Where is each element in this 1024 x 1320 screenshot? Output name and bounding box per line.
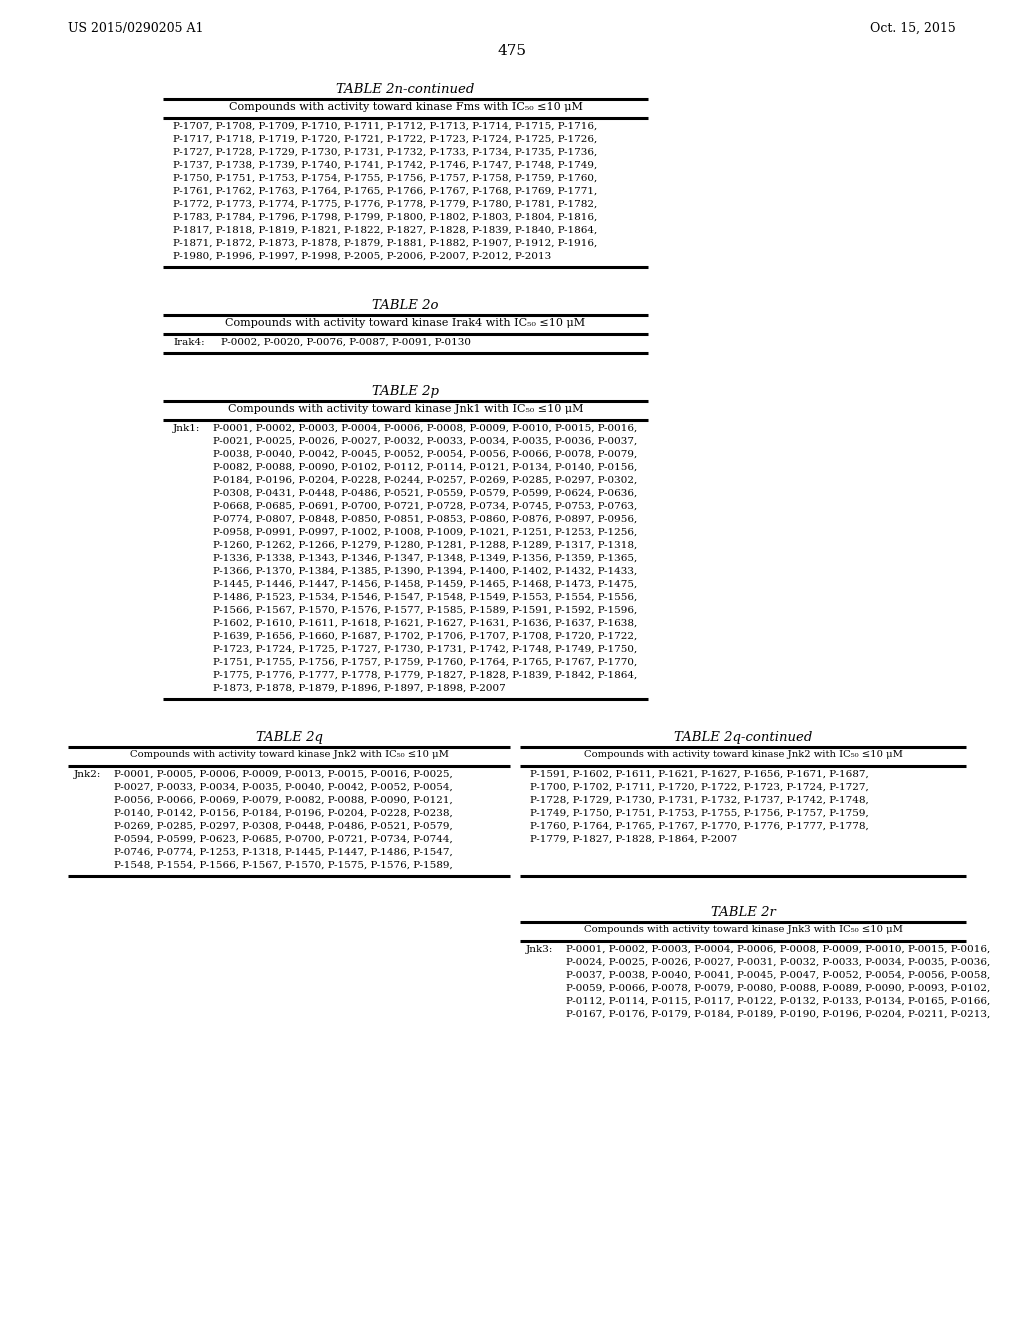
Text: Jnk3:: Jnk3: [526,945,553,954]
Text: P-1737, P-1738, P-1739, P-1740, P-1741, P-1742, P-1746, P-1747, P-1748, P-1749,: P-1737, P-1738, P-1739, P-1740, P-1741, … [173,161,597,170]
Text: P-0140, P-0142, P-0156, P-0184, P-0196, P-0204, P-0228, P-0238,: P-0140, P-0142, P-0156, P-0184, P-0196, … [114,809,453,818]
Text: P-0774, P-0807, P-0848, P-0850, P-0851, P-0853, P-0860, P-0876, P-0897, P-0956,: P-0774, P-0807, P-0848, P-0850, P-0851, … [213,515,637,524]
Text: P-0027, P-0033, P-0034, P-0035, P-0040, P-0042, P-0052, P-0054,: P-0027, P-0033, P-0034, P-0035, P-0040, … [114,783,453,792]
Text: P-1445, P-1446, P-1447, P-1456, P-1458, P-1459, P-1465, P-1468, P-1473, P-1475,: P-1445, P-1446, P-1447, P-1456, P-1458, … [213,579,637,589]
Text: Oct. 15, 2015: Oct. 15, 2015 [870,22,956,36]
Text: TABLE 2p: TABLE 2p [372,385,439,399]
Text: 475: 475 [498,44,526,58]
Text: TABLE 2n-continued: TABLE 2n-continued [336,83,475,96]
Text: Compounds with activity toward kinase Jnk3 with IC₅₀ ≤10 μM: Compounds with activity toward kinase Jn… [584,925,902,935]
Text: P-0056, P-0066, P-0069, P-0079, P-0082, P-0088, P-0090, P-0121,: P-0056, P-0066, P-0069, P-0079, P-0082, … [114,796,453,805]
Text: P-0746, P-0774, P-1253, P-1318, P-1445, P-1447, P-1486, P-1547,: P-0746, P-0774, P-1253, P-1318, P-1445, … [114,847,453,857]
Text: P-0082, P-0088, P-0090, P-0102, P-0112, P-0114, P-0121, P-0134, P-0140, P-0156,: P-0082, P-0088, P-0090, P-0102, P-0112, … [213,463,637,473]
Text: P-0001, P-0002, P-0003, P-0004, P-0006, P-0008, P-0009, P-0010, P-0015, P-0016,: P-0001, P-0002, P-0003, P-0004, P-0006, … [213,424,637,433]
Text: P-1566, P-1567, P-1570, P-1576, P-1577, P-1585, P-1589, P-1591, P-1592, P-1596,: P-1566, P-1567, P-1570, P-1576, P-1577, … [213,606,637,615]
Text: Irak4:: Irak4: [173,338,205,347]
Text: P-1871, P-1872, P-1873, P-1878, P-1879, P-1881, P-1882, P-1907, P-1912, P-1916,: P-1871, P-1872, P-1873, P-1878, P-1879, … [173,239,597,248]
Text: P-1760, P-1764, P-1765, P-1767, P-1770, P-1776, P-1777, P-1778,: P-1760, P-1764, P-1765, P-1767, P-1770, … [530,822,868,832]
Text: P-1486, P-1523, P-1534, P-1546, P-1547, P-1548, P-1549, P-1553, P-1554, P-1556,: P-1486, P-1523, P-1534, P-1546, P-1547, … [213,593,637,602]
Text: TABLE 2q-continued: TABLE 2q-continued [674,731,812,744]
Text: P-0167, P-0176, P-0179, P-0184, P-0189, P-0190, P-0196, P-0204, P-0211, P-0213,: P-0167, P-0176, P-0179, P-0184, P-0189, … [566,1010,990,1019]
Text: Jnk2:: Jnk2: [74,770,101,779]
Text: P-1591, P-1602, P-1611, P-1621, P-1627, P-1656, P-1671, P-1687,: P-1591, P-1602, P-1611, P-1621, P-1627, … [530,770,868,779]
Text: P-1260, P-1262, P-1266, P-1279, P-1280, P-1281, P-1288, P-1289, P-1317, P-1318,: P-1260, P-1262, P-1266, P-1279, P-1280, … [213,541,637,550]
Text: P-1700, P-1702, P-1711, P-1720, P-1722, P-1723, P-1724, P-1727,: P-1700, P-1702, P-1711, P-1720, P-1722, … [530,783,868,792]
Text: Compounds with activity toward kinase Irak4 with IC₅₀ ≤10 μM: Compounds with activity toward kinase Ir… [225,318,586,327]
Text: P-0269, P-0285, P-0297, P-0308, P-0448, P-0486, P-0521, P-0579,: P-0269, P-0285, P-0297, P-0308, P-0448, … [114,822,453,832]
Text: Compounds with activity toward kinase Fms with IC₅₀ ≤10 μM: Compounds with activity toward kinase Fm… [228,102,583,112]
Text: P-1602, P-1610, P-1611, P-1618, P-1621, P-1627, P-1631, P-1636, P-1637, P-1638,: P-1602, P-1610, P-1611, P-1618, P-1621, … [213,619,637,628]
Text: P-1980, P-1996, P-1997, P-1998, P-2005, P-2006, P-2007, P-2012, P-2013: P-1980, P-1996, P-1997, P-1998, P-2005, … [173,252,551,261]
Text: P-1336, P-1338, P-1343, P-1346, P-1347, P-1348, P-1349, P-1356, P-1359, P-1365,: P-1336, P-1338, P-1343, P-1346, P-1347, … [213,554,637,564]
Text: P-0002, P-0020, P-0076, P-0087, P-0091, P-0130: P-0002, P-0020, P-0076, P-0087, P-0091, … [221,338,471,347]
Text: TABLE 2o: TABLE 2o [373,300,438,312]
Text: P-1775, P-1776, P-1777, P-1778, P-1779, P-1827, P-1828, P-1839, P-1842, P-1864,: P-1775, P-1776, P-1777, P-1778, P-1779, … [213,671,637,680]
Text: P-0184, P-0196, P-0204, P-0228, P-0244, P-0257, P-0269, P-0285, P-0297, P-0302,: P-0184, P-0196, P-0204, P-0228, P-0244, … [213,477,637,484]
Text: P-0037, P-0038, P-0040, P-0041, P-0045, P-0047, P-0052, P-0054, P-0056, P-0058,: P-0037, P-0038, P-0040, P-0041, P-0045, … [566,972,990,979]
Text: P-0594, P-0599, P-0623, P-0685, P-0700, P-0721, P-0734, P-0744,: P-0594, P-0599, P-0623, P-0685, P-0700, … [114,836,453,843]
Text: P-0024, P-0025, P-0026, P-0027, P-0031, P-0032, P-0033, P-0034, P-0035, P-0036,: P-0024, P-0025, P-0026, P-0027, P-0031, … [566,958,990,968]
Text: TABLE 2r: TABLE 2r [711,906,775,919]
Text: P-1727, P-1728, P-1729, P-1730, P-1731, P-1732, P-1733, P-1734, P-1735, P-1736,: P-1727, P-1728, P-1729, P-1730, P-1731, … [173,148,597,157]
Text: P-0021, P-0025, P-0026, P-0027, P-0032, P-0033, P-0034, P-0035, P-0036, P-0037,: P-0021, P-0025, P-0026, P-0027, P-0032, … [213,437,637,446]
Text: P-0001, P-0005, P-0006, P-0009, P-0013, P-0015, P-0016, P-0025,: P-0001, P-0005, P-0006, P-0009, P-0013, … [114,770,453,779]
Text: P-0038, P-0040, P-0042, P-0045, P-0052, P-0054, P-0056, P-0066, P-0078, P-0079,: P-0038, P-0040, P-0042, P-0045, P-0052, … [213,450,637,459]
Text: P-0958, P-0991, P-0997, P-1002, P-1008, P-1009, P-1021, P-1251, P-1253, P-1256,: P-0958, P-0991, P-0997, P-1002, P-1008, … [213,528,637,537]
Text: P-1817, P-1818, P-1819, P-1821, P-1822, P-1827, P-1828, P-1839, P-1840, P-1864,: P-1817, P-1818, P-1819, P-1821, P-1822, … [173,226,597,235]
Text: TABLE 2q: TABLE 2q [256,731,323,744]
Text: P-1750, P-1751, P-1753, P-1754, P-1755, P-1756, P-1757, P-1758, P-1759, P-1760,: P-1750, P-1751, P-1753, P-1754, P-1755, … [173,174,597,183]
Text: US 2015/0290205 A1: US 2015/0290205 A1 [68,22,204,36]
Text: P-0112, P-0114, P-0115, P-0117, P-0122, P-0132, P-0133, P-0134, P-0165, P-0166,: P-0112, P-0114, P-0115, P-0117, P-0122, … [566,997,990,1006]
Text: P-1761, P-1762, P-1763, P-1764, P-1765, P-1766, P-1767, P-1768, P-1769, P-1771,: P-1761, P-1762, P-1763, P-1764, P-1765, … [173,187,597,195]
Text: P-0001, P-0002, P-0003, P-0004, P-0006, P-0008, P-0009, P-0010, P-0015, P-0016,: P-0001, P-0002, P-0003, P-0004, P-0006, … [566,945,990,954]
Text: P-1873, P-1878, P-1879, P-1896, P-1897, P-1898, P-2007: P-1873, P-1878, P-1879, P-1896, P-1897, … [213,684,506,693]
Text: P-1366, P-1370, P-1384, P-1385, P-1390, P-1394, P-1400, P-1402, P-1432, P-1433,: P-1366, P-1370, P-1384, P-1385, P-1390, … [213,568,637,576]
Text: P-1639, P-1656, P-1660, P-1687, P-1702, P-1706, P-1707, P-1708, P-1720, P-1722,: P-1639, P-1656, P-1660, P-1687, P-1702, … [213,632,637,642]
Text: P-1717, P-1718, P-1719, P-1720, P-1721, P-1722, P-1723, P-1724, P-1725, P-1726,: P-1717, P-1718, P-1719, P-1720, P-1721, … [173,135,597,144]
Text: P-1707, P-1708, P-1709, P-1710, P-1711, P-1712, P-1713, P-1714, P-1715, P-1716,: P-1707, P-1708, P-1709, P-1710, P-1711, … [173,121,597,131]
Text: P-1548, P-1554, P-1566, P-1567, P-1570, P-1575, P-1576, P-1589,: P-1548, P-1554, P-1566, P-1567, P-1570, … [114,861,453,870]
Text: P-0059, P-0066, P-0078, P-0079, P-0080, P-0088, P-0089, P-0090, P-0093, P-0102,: P-0059, P-0066, P-0078, P-0079, P-0080, … [566,983,990,993]
Text: P-0668, P-0685, P-0691, P-0700, P-0721, P-0728, P-0734, P-0745, P-0753, P-0763,: P-0668, P-0685, P-0691, P-0700, P-0721, … [213,502,637,511]
Text: Compounds with activity toward kinase Jnk2 with IC₅₀ ≤10 μM: Compounds with activity toward kinase Jn… [130,750,449,759]
Text: P-1728, P-1729, P-1730, P-1731, P-1732, P-1737, P-1742, P-1748,: P-1728, P-1729, P-1730, P-1731, P-1732, … [530,796,868,805]
Text: P-1783, P-1784, P-1796, P-1798, P-1799, P-1800, P-1802, P-1803, P-1804, P-1816,: P-1783, P-1784, P-1796, P-1798, P-1799, … [173,213,597,222]
Text: P-1749, P-1750, P-1751, P-1753, P-1755, P-1756, P-1757, P-1759,: P-1749, P-1750, P-1751, P-1753, P-1755, … [530,809,868,818]
Text: P-1751, P-1755, P-1756, P-1757, P-1759, P-1760, P-1764, P-1765, P-1767, P-1770,: P-1751, P-1755, P-1756, P-1757, P-1759, … [213,657,637,667]
Text: Compounds with activity toward kinase Jnk2 with IC₅₀ ≤10 μM: Compounds with activity toward kinase Jn… [584,750,902,759]
Text: P-1772, P-1773, P-1774, P-1775, P-1776, P-1778, P-1779, P-1780, P-1781, P-1782,: P-1772, P-1773, P-1774, P-1775, P-1776, … [173,201,597,209]
Text: P-0308, P-0431, P-0448, P-0486, P-0521, P-0559, P-0579, P-0599, P-0624, P-0636,: P-0308, P-0431, P-0448, P-0486, P-0521, … [213,488,637,498]
Text: P-1723, P-1724, P-1725, P-1727, P-1730, P-1731, P-1742, P-1748, P-1749, P-1750,: P-1723, P-1724, P-1725, P-1727, P-1730, … [213,645,637,653]
Text: P-1779, P-1827, P-1828, P-1864, P-2007: P-1779, P-1827, P-1828, P-1864, P-2007 [530,836,737,843]
Text: Jnk1:: Jnk1: [173,424,201,433]
Text: Compounds with activity toward kinase Jnk1 with IC₅₀ ≤10 μM: Compounds with activity toward kinase Jn… [227,404,584,414]
